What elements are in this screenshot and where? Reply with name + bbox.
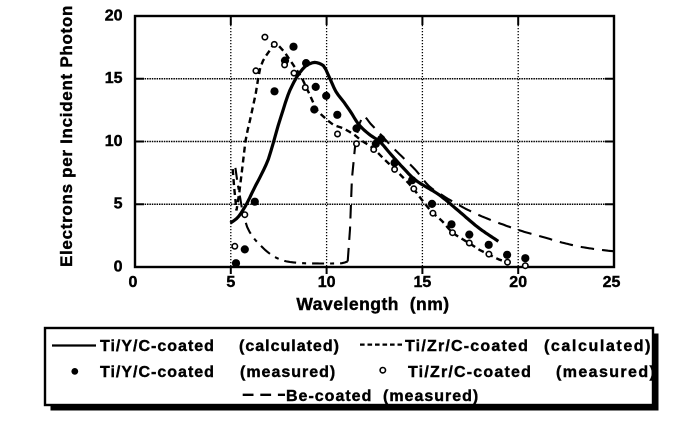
svg-text:10: 10 <box>105 133 123 150</box>
svg-text:5: 5 <box>114 196 123 213</box>
svg-text:Ti/Zr/C-coated: Ti/Zr/C-coated <box>408 364 532 381</box>
svg-text:(calculated): (calculated) <box>239 338 340 355</box>
svg-text:15: 15 <box>105 70 123 87</box>
svg-text:(measured): (measured) <box>383 388 479 405</box>
svg-text:25: 25 <box>603 274 621 291</box>
svg-text:(measured): (measured) <box>556 364 656 381</box>
svg-text:(measured): (measured) <box>240 364 336 381</box>
svg-text:0: 0 <box>129 274 138 291</box>
svg-text:Ti/Y/C-coated: Ti/Y/C-coated <box>100 364 215 381</box>
svg-text:Wavelength (nm): Wavelength (nm) <box>296 294 449 314</box>
svg-text:Ti/Zr/C-coated: Ti/Zr/C-coated <box>405 338 529 355</box>
svg-text:5: 5 <box>226 274 235 291</box>
svg-text:(calculated): (calculated) <box>544 338 652 355</box>
svg-text:10: 10 <box>318 274 336 291</box>
svg-text:20: 20 <box>509 274 527 291</box>
svg-text:20: 20 <box>105 7 123 24</box>
svg-text:Electrons per Incident Photon: Electrons per Incident Photon <box>57 5 76 267</box>
svg-text:Ti/Y/C-coated: Ti/Y/C-coated <box>100 338 215 355</box>
svg-text:0: 0 <box>114 258 123 275</box>
svg-text:Be-coated: Be-coated <box>286 388 372 405</box>
svg-text:15: 15 <box>414 274 432 291</box>
